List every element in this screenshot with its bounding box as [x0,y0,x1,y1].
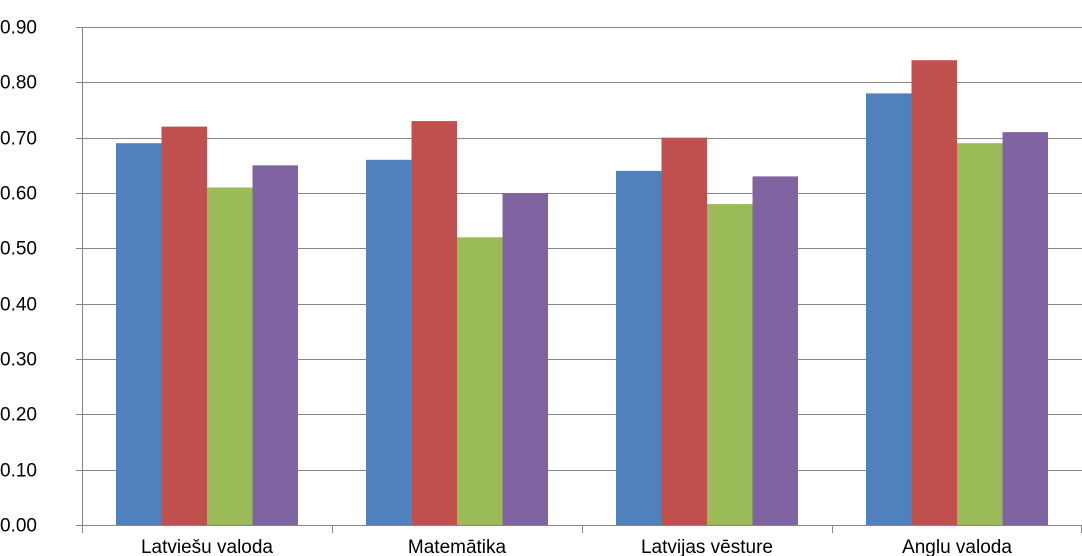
y-tick-label: 0.50 [0,239,37,260]
y-axis-ticks: 0.00 0.10 0.20 0.30 0.40 0.50 0.60 0.70 0.80 0.90 [0,18,37,537]
bar-0-1 [161,126,207,525]
bar-2-3 [752,176,798,525]
bar-0-3 [252,165,298,525]
x-category-label: Latvijas vēsture [641,537,773,556]
bar-3-2 [957,143,1003,525]
bar-0-0 [116,143,162,525]
bar-3-0 [866,93,912,526]
bar-2-2 [707,204,753,525]
bar-2-0 [616,170,662,525]
y-tick-label: 0.80 [0,73,37,94]
bars [116,60,1048,526]
x-category-label: Matemātika [408,537,507,556]
y-tick-label: 0.10 [0,461,37,482]
bar-0-2 [207,187,253,525]
bar-3-3 [1002,132,1048,525]
axes [76,27,1082,533]
y-tick-label: 0.60 [0,184,37,205]
bar-1-2 [457,237,503,525]
y-tick-label: 0.70 [0,129,37,150]
x-category-label: Latviešu valoda [141,537,273,556]
y-tick-label: 0.90 [0,18,37,39]
x-category-label: Anglu valoda [902,537,1012,556]
bar-3-1 [911,60,957,525]
y-tick-label: 0.30 [0,350,37,371]
y-tick-label: 0.20 [0,405,37,426]
bar-1-0 [366,159,412,526]
bar-1-3 [502,193,548,525]
y-tick-label: 0.00 [0,516,37,537]
bar-1-1 [411,121,457,525]
y-tick-label: 0.40 [0,295,37,316]
x-axis-labels: Latviešu valoda Matemātika Latvijas vēstur… [141,537,1012,556]
bar-2-1 [661,137,707,526]
